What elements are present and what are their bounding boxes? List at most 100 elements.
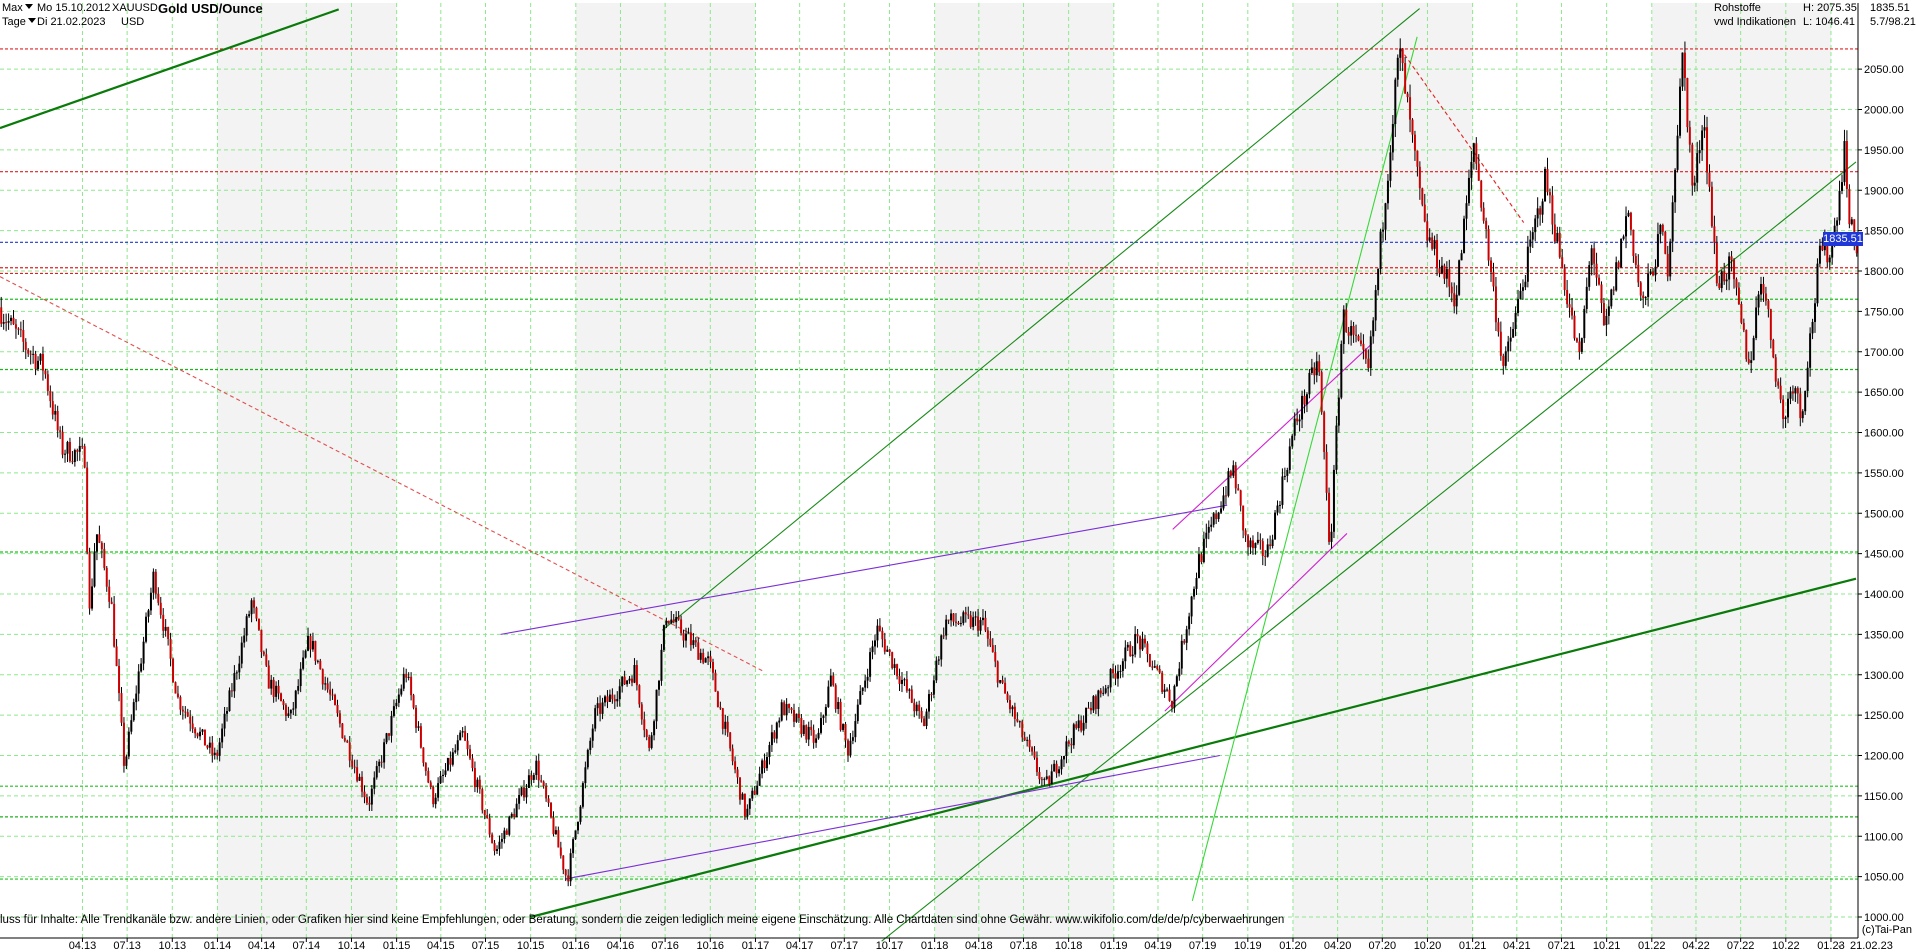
x-axis-ticks: 04.13 07.13 10.13 01.14 04.14 07.14 10.14 01.15… [69, 938, 1845, 952]
candle-body [370, 788, 373, 805]
candle-body [1831, 245, 1834, 258]
candle-body [866, 676, 869, 681]
candle-body [78, 445, 81, 452]
x-tick-label: 07.14 [293, 940, 321, 952]
candle-body [1600, 284, 1603, 304]
candle-body [275, 685, 278, 697]
candle-body [100, 542, 103, 550]
candle-body [628, 678, 631, 681]
last-price-badge: 1835.51 [1823, 232, 1863, 246]
x-tick-label: 10.21 [1593, 940, 1621, 952]
candle-body [1104, 688, 1107, 693]
candle-body [243, 635, 246, 643]
candle-body [1693, 182, 1696, 186]
candle-body [1477, 163, 1480, 181]
candle-body [1355, 334, 1358, 336]
candle-body [1534, 218, 1537, 233]
candle-body [1828, 257, 1831, 263]
candle-body [410, 676, 413, 696]
candle-body [336, 704, 339, 714]
candle-body [473, 768, 476, 788]
y-axis-ticks: 1000.00 1050.00 1100.00 1150.00 1200.00 1250.… [1858, 64, 1904, 924]
candle-body [348, 742, 351, 761]
candle-body [493, 843, 496, 851]
candle-body [1593, 248, 1596, 264]
year-band [934, 3, 1114, 938]
candle-body [1129, 644, 1132, 657]
candle-body [523, 787, 526, 798]
candle-body [1313, 367, 1316, 376]
period-selector[interactable]: Tage [2, 15, 36, 29]
y-tick-label: 1050.00 [1864, 872, 1904, 884]
candle-body [640, 704, 643, 720]
year-band [1651, 3, 1831, 938]
candle-body [1178, 668, 1181, 677]
candle-body [206, 745, 209, 748]
candle-body [893, 664, 896, 669]
chevron-down-icon[interactable] [27, 18, 36, 23]
candle-body [1634, 256, 1637, 265]
candle-body [1013, 706, 1016, 719]
candle-body [297, 686, 300, 691]
candle-body [365, 797, 368, 803]
candle-body [196, 733, 199, 737]
candle-body [476, 779, 479, 788]
candle-body [1472, 143, 1475, 162]
candle-body [1121, 661, 1124, 671]
candle-body [783, 702, 786, 716]
candle-body [1821, 245, 1824, 251]
candle-body [1340, 344, 1343, 398]
candle-body [1185, 629, 1188, 643]
candle-body [1386, 180, 1389, 204]
candle-body [792, 709, 795, 722]
candle-body [881, 630, 884, 640]
candle-body [326, 683, 329, 690]
candle-body [1163, 689, 1166, 692]
candle-body [1718, 283, 1721, 289]
candle-body [1482, 207, 1485, 221]
candle-body [1283, 475, 1286, 477]
candle-body [800, 717, 803, 734]
candle-body [864, 680, 867, 688]
candle-body [977, 616, 980, 631]
candle-body [1460, 253, 1463, 261]
candle-body [127, 731, 130, 757]
x-tick-label: 07.13 [113, 940, 141, 952]
candle-body [989, 638, 992, 646]
candle-body [719, 707, 722, 709]
chevron-down-icon[interactable] [24, 4, 33, 9]
trend-line [661, 8, 1420, 631]
candle-body [785, 704, 788, 716]
candle-body [140, 663, 143, 672]
candle-body [741, 793, 744, 800]
candle-body [1067, 741, 1070, 744]
candle-body [844, 724, 847, 741]
candle-body [1448, 269, 1451, 287]
candle-body [869, 652, 872, 677]
candle-body [108, 586, 111, 602]
candle-body [638, 685, 641, 705]
x-tick-label: 04.14 [248, 940, 276, 952]
candle-body [1553, 224, 1556, 242]
candle-body [147, 610, 150, 617]
candle-body [1841, 182, 1844, 191]
candle-body [940, 635, 943, 660]
candle-body [1016, 718, 1019, 722]
candle-body [1396, 57, 1399, 80]
candle-body [665, 620, 668, 626]
range-selector[interactable]: Max [2, 1, 33, 15]
y-tick-label: 1850.00 [1864, 226, 1904, 238]
candle-body [434, 797, 437, 805]
x-tick-label: 07.20 [1369, 940, 1397, 952]
candle-body [181, 709, 184, 712]
x-tick-label: 10.20 [1414, 940, 1442, 952]
candle-body [986, 630, 989, 639]
candle-body [19, 329, 22, 331]
candle-body [1752, 338, 1755, 361]
candle-body [1215, 513, 1218, 520]
y-tick-label: 1150.00 [1864, 791, 1903, 803]
candle-body [699, 652, 702, 660]
candle-body [1212, 513, 1215, 525]
candle-body [594, 708, 597, 729]
candle-body [861, 687, 864, 692]
